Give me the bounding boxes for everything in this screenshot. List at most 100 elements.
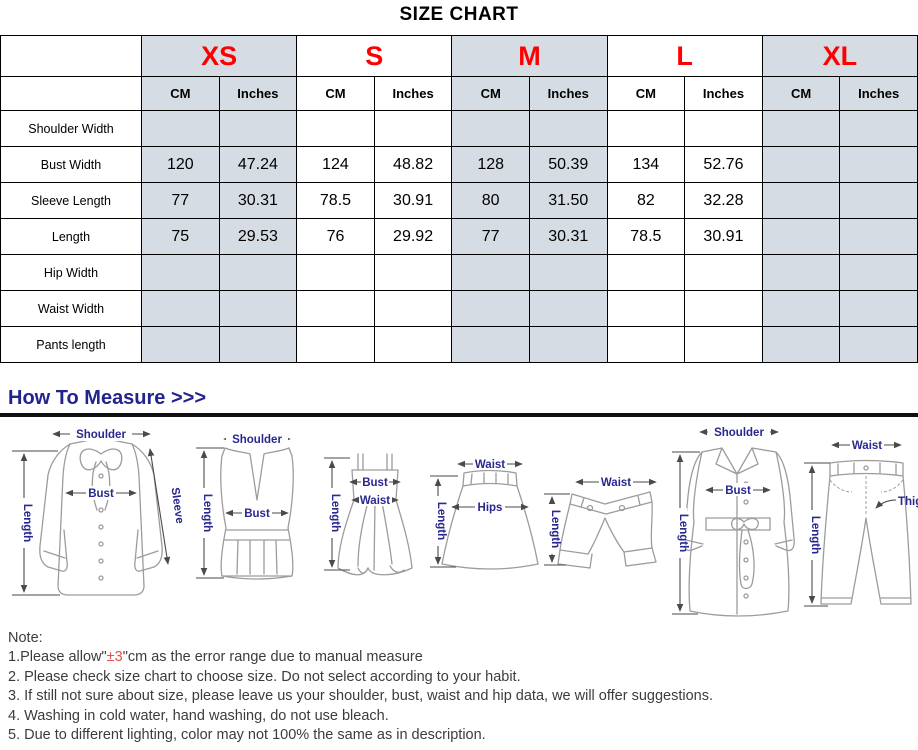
measure-diagrams: Shoulder Bust Sleeve Length Shoulder Bus… bbox=[12, 425, 918, 617]
table-cell: 30.31 bbox=[218, 182, 298, 219]
table-cell bbox=[761, 218, 841, 255]
table-cell bbox=[451, 326, 530, 363]
table-row: Bust Width 120 47.24 124 48.82 128 50.39… bbox=[0, 146, 918, 183]
table-cell bbox=[218, 110, 298, 147]
table-cell: 76 bbox=[296, 218, 375, 255]
table-cell bbox=[141, 110, 220, 147]
table-cell: 48.82 bbox=[373, 146, 453, 183]
table-cell bbox=[606, 254, 686, 291]
table-cell bbox=[606, 290, 686, 327]
unit-header: Inches bbox=[373, 76, 453, 111]
table-cell bbox=[761, 254, 841, 291]
coat-bust-label: Bust bbox=[725, 485, 751, 497]
table-row: Shoulder Width bbox=[0, 110, 918, 147]
table-row: Length 75 29.53 76 29.92 77 30.31 78.5 3… bbox=[0, 218, 918, 255]
table-cell: 78.5 bbox=[606, 218, 686, 255]
table-cell bbox=[839, 218, 918, 255]
table-cell bbox=[451, 254, 530, 291]
corner-cell bbox=[0, 35, 142, 77]
note-item-4: 4. Washing in cold water, hand washing, … bbox=[8, 707, 389, 724]
table-cell: 82 bbox=[606, 182, 686, 219]
table-row: Sleeve Length 77 30.31 78.5 30.91 80 31.… bbox=[0, 182, 918, 219]
size-header-row: XS S M L XL bbox=[0, 35, 918, 77]
row-label: Shoulder Width bbox=[0, 110, 142, 147]
coat-length-label: Length bbox=[677, 514, 689, 552]
table-cell bbox=[839, 254, 918, 291]
jeans-diagram: Waist Thigh Length bbox=[804, 438, 918, 607]
unit-header: Inches bbox=[684, 76, 763, 111]
dress-bust-label: Bust bbox=[362, 477, 388, 489]
table-cell bbox=[141, 254, 220, 291]
shorts-length-label: Length bbox=[549, 510, 561, 548]
size-header-s: S bbox=[296, 35, 453, 77]
notes-section: Note: 1.Please allow"±3"cm as the error … bbox=[8, 629, 913, 745]
tank-length-label: Length bbox=[201, 494, 213, 532]
table-cell: 31.50 bbox=[528, 182, 608, 219]
table-cell: 30.91 bbox=[684, 218, 763, 255]
table-cell bbox=[528, 254, 608, 291]
table-cell bbox=[373, 326, 453, 363]
unit-header: CM bbox=[296, 76, 375, 111]
skirt-hips-label: Hips bbox=[478, 502, 503, 514]
table-cell bbox=[761, 146, 841, 183]
table-cell bbox=[606, 326, 686, 363]
row-label: Hip Width bbox=[0, 254, 142, 291]
table-cell: 29.53 bbox=[218, 218, 298, 255]
size-header-xs: XS bbox=[140, 35, 298, 77]
table-row: Hip Width bbox=[0, 254, 918, 291]
note-item-3: 3. If still not sure about size, please … bbox=[8, 688, 713, 705]
table-cell bbox=[528, 326, 608, 363]
table-cell bbox=[373, 290, 453, 327]
table-cell: 29.92 bbox=[373, 218, 453, 255]
jeans-thigh-label: Thigh bbox=[898, 496, 918, 508]
size-chart-table: XS S M L XL CM Inches CM Inches CM Inche… bbox=[0, 35, 918, 363]
table-cell bbox=[606, 110, 686, 147]
page-title: SIZE CHART bbox=[399, 4, 519, 25]
row-label: Sleeve Length bbox=[0, 182, 142, 219]
table-cell bbox=[373, 254, 453, 291]
table-cell bbox=[839, 110, 918, 147]
table-cell bbox=[296, 254, 375, 291]
unit-header: CM bbox=[451, 76, 530, 111]
note-error-range: ±3 bbox=[106, 649, 123, 666]
table-cell: 75 bbox=[141, 218, 220, 255]
table-cell bbox=[684, 254, 763, 291]
table-cell: 32.28 bbox=[684, 182, 763, 219]
table-cell: 128 bbox=[451, 146, 530, 183]
blouse-length-label: Length bbox=[21, 504, 33, 542]
table-cell bbox=[528, 290, 608, 327]
blouse-bust-label: Bust bbox=[88, 488, 114, 500]
row-label: Waist Width bbox=[0, 290, 142, 327]
table-row: Pants length bbox=[0, 326, 918, 363]
row-label: Pants length bbox=[0, 326, 142, 363]
table-cell bbox=[761, 182, 841, 219]
table-cell bbox=[761, 326, 841, 363]
table-cell bbox=[761, 110, 841, 147]
table-cell bbox=[451, 290, 530, 327]
table-cell bbox=[839, 326, 918, 363]
note-item-1: 1.Please allow"±3"cm as the error range … bbox=[8, 649, 423, 666]
tank-diagram: Shoulder Bust Length bbox=[196, 432, 294, 580]
unit-header: Inches bbox=[528, 76, 608, 111]
table-cell bbox=[141, 326, 220, 363]
table-cell bbox=[761, 290, 841, 327]
jeans-length-label: Length bbox=[809, 516, 821, 554]
divider-line bbox=[0, 413, 918, 417]
blouse-diagram: Shoulder Bust Sleeve Length bbox=[12, 427, 185, 596]
notes-heading: Note: bbox=[8, 630, 43, 646]
coat-shoulder-label: Shoulder bbox=[714, 427, 764, 439]
table-cell bbox=[684, 110, 763, 147]
table-cell: 30.31 bbox=[528, 218, 608, 255]
unit-header: Inches bbox=[839, 76, 918, 111]
table-cell bbox=[218, 290, 298, 327]
table-cell bbox=[141, 290, 220, 327]
table-cell bbox=[839, 182, 918, 219]
table-cell: 47.24 bbox=[218, 146, 298, 183]
table-cell bbox=[296, 290, 375, 327]
jeans-waist-label: Waist bbox=[852, 440, 882, 452]
table-cell bbox=[451, 110, 530, 147]
unit-header: Inches bbox=[218, 76, 298, 111]
shorts-diagram: Waist Length bbox=[544, 475, 657, 569]
table-cell: 120 bbox=[141, 146, 220, 183]
how-to-measure-heading: How To Measure >>> bbox=[8, 387, 207, 409]
